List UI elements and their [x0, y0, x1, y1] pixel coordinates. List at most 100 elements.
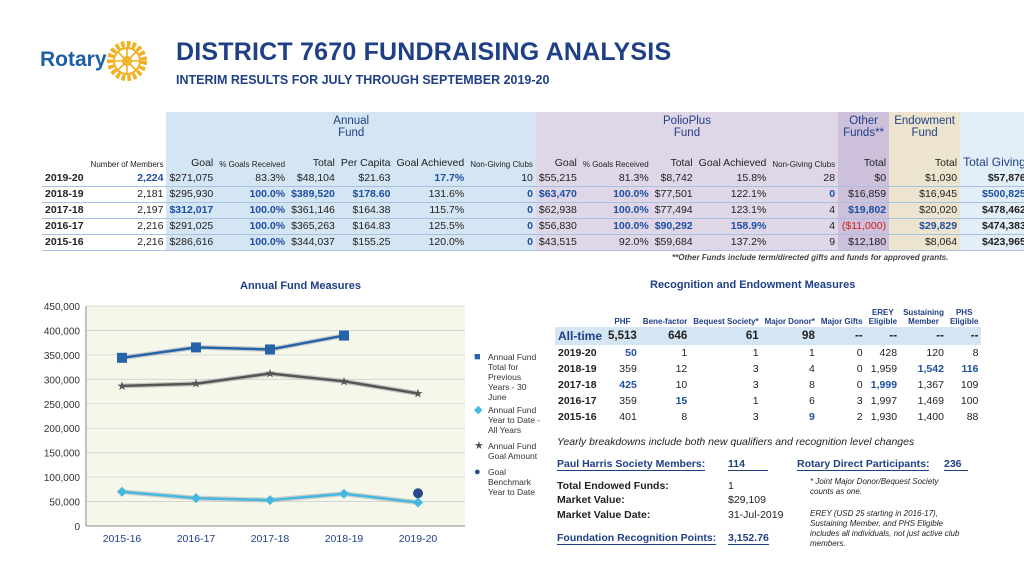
cell-p_ng: 4	[769, 218, 839, 235]
cell-a_pct: 100.0%	[216, 234, 289, 251]
endowment-header: Endowment Fund	[889, 112, 961, 154]
y-tick-label: 350,000	[44, 351, 81, 362]
cell-other: $16,859	[838, 186, 890, 203]
x-tick-label: 2017-18	[251, 533, 290, 545]
rdp-value: 236	[944, 458, 968, 471]
rec-year-label: 2016-17	[558, 395, 597, 407]
alltime-cell: 5,513	[605, 327, 640, 345]
alltime-label: All-time	[555, 327, 606, 345]
other-total-col-header: Total	[838, 154, 890, 170]
cell-a_pc: $164.38	[337, 202, 394, 219]
series-line	[121, 334, 345, 360]
data-point-diamond	[265, 495, 275, 506]
rec-cell: 4	[809, 363, 815, 375]
data-point-square	[339, 330, 349, 341]
non-giving-col-header: Non-Giving Clubs	[467, 154, 536, 170]
rotary-logo-text: Rotary	[40, 48, 107, 71]
table-row: 2019-20 2,224 $271,075 83.3% $48,104 $21.63 17…	[42, 170, 1024, 187]
cell-p_ach: 15.8%	[695, 170, 770, 187]
rec-cell: 401	[619, 411, 637, 423]
rec-cell: 1,469	[917, 395, 944, 407]
table-row: 2017-18 2,197 $312,017 100.0% $361,146 $164.3…	[42, 202, 1024, 219]
polio-goal-col-header: Goal	[535, 154, 580, 170]
rec-year-label: 2018-19	[558, 363, 597, 375]
cell-total: $500,825	[960, 186, 1024, 203]
cell-a_ng: 0	[467, 218, 536, 235]
polio-non-giving-col-header: Non-Giving Clubs	[769, 154, 839, 170]
rec-cell: 0	[856, 347, 863, 359]
cell-a_pct: 100.0%	[216, 186, 289, 203]
rec-cell: 15	[675, 395, 688, 407]
cell-p_goal: $63,470	[535, 186, 580, 203]
rec-cell: 1,542	[917, 363, 944, 375]
rec-cell: 1,367	[917, 379, 944, 391]
legend-label: Goal Benchmark Year to Date	[488, 467, 535, 497]
cell-p_ach: 123.1%	[695, 202, 770, 219]
cell-a_pc: $155.25	[337, 234, 394, 251]
rec-cell: 1,400	[917, 411, 944, 423]
cell-a_total: $365,263	[288, 218, 338, 235]
y-tick-label: 400,000	[44, 326, 81, 337]
rec-cell: 1,997	[870, 395, 898, 407]
endowed-value: 1	[728, 480, 734, 492]
rec-cell: 8	[681, 411, 688, 423]
cell-a_goal: $271,075	[166, 170, 217, 187]
rec-cell: 88	[966, 411, 979, 423]
rec-cell: 50	[625, 347, 637, 359]
cell-a_pct: 83.3%	[216, 170, 289, 187]
y-tick-label: 100,000	[44, 473, 81, 484]
series-line	[121, 372, 419, 395]
goal-col-header: Goal	[166, 154, 217, 170]
x-tick-label: 2019-20	[399, 533, 438, 545]
rec-header: PHF	[614, 317, 631, 326]
table-row: 2015-16 2,216 $286,616 100.0% $344,037 $155.2…	[42, 234, 1024, 251]
cell-endow: $8,064	[889, 234, 961, 251]
total-giving-col-header: Total Giving	[960, 154, 1024, 170]
alltime-cell: --	[900, 327, 947, 345]
cell-total: $478,462	[960, 202, 1024, 219]
rec-cell: 428	[879, 347, 898, 359]
market-date-label: Market Value Date:	[557, 509, 651, 521]
data-point-star: ★	[191, 377, 202, 391]
cell-a_total: $344,037	[288, 234, 338, 251]
rec-cell: 1	[809, 347, 815, 359]
rec-cell: 109	[960, 379, 979, 391]
phs-label: Paul Harris Society Members:	[557, 458, 706, 471]
cell-a_goal: $286,616	[166, 234, 217, 251]
rec-year-label: 2017-18	[558, 379, 597, 391]
polioplus-header: PolioPlus Fund	[535, 112, 839, 154]
cell-a_pc: $21.63	[337, 170, 394, 187]
rec-row: 2019-20 50 1 1 1 0 428 120 8	[555, 345, 981, 361]
rec-cell: 3	[752, 379, 759, 391]
cell-total: $423,965	[960, 234, 1024, 251]
table-row: 2018-19 2,181 $295,930 100.0% $389,520 $178.6…	[42, 186, 1024, 203]
rec-year-label: 2019-20	[558, 347, 597, 359]
cell-a_goal: $291,025	[166, 218, 217, 235]
legend-marker-icon: ◆	[474, 404, 483, 416]
y-tick-label: 200,000	[44, 424, 81, 435]
alltime-cell: --	[946, 327, 982, 345]
cell-members: 2,181	[87, 186, 167, 203]
data-point-diamond	[117, 486, 127, 497]
rec-cell: 1	[752, 347, 759, 359]
rec-cell: 2	[856, 411, 863, 423]
rec-header: PHS Eligible	[949, 308, 979, 326]
alltime-cell: 61	[690, 327, 762, 345]
rec-row: 2018-19 359 12 3 4 0 1,959 1,542 116	[555, 361, 981, 377]
y-tick-label: 50,000	[49, 498, 80, 509]
rec-header: Bequest Society*	[693, 317, 759, 326]
rec-cell: 116	[961, 363, 979, 375]
cell-members: 2,224	[87, 170, 167, 187]
cell-p_total: $90,292	[651, 218, 696, 235]
chart-title: Annual Fund Measures	[240, 280, 362, 292]
market-label: Market Value:	[557, 494, 625, 506]
rec-cell: 100	[960, 395, 979, 407]
plot-area	[86, 306, 465, 526]
endowed-label: Total Endowed Funds:	[557, 480, 669, 492]
cell-members: 2,216	[87, 234, 167, 251]
rec-cell: 3	[752, 363, 759, 375]
cell-p_pct: 100.0%	[579, 218, 652, 235]
cell-other: $0	[838, 170, 890, 187]
cell-p_goal: $62,938	[535, 202, 580, 219]
rotary-wheel-icon	[106, 40, 148, 87]
